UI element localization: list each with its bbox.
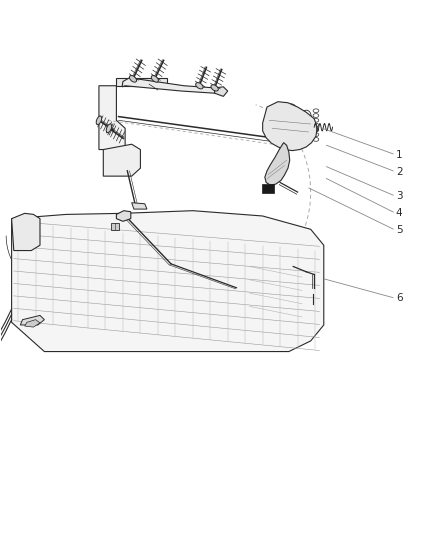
Ellipse shape bbox=[96, 116, 102, 125]
Circle shape bbox=[280, 122, 289, 133]
Ellipse shape bbox=[151, 76, 159, 82]
Polygon shape bbox=[111, 223, 119, 230]
Circle shape bbox=[285, 134, 293, 144]
Text: 5: 5 bbox=[396, 225, 403, 236]
Circle shape bbox=[288, 108, 293, 115]
Circle shape bbox=[126, 148, 129, 152]
Circle shape bbox=[304, 114, 308, 119]
Text: 1: 1 bbox=[396, 150, 403, 160]
Circle shape bbox=[115, 157, 122, 165]
Circle shape bbox=[285, 104, 297, 119]
Ellipse shape bbox=[267, 178, 276, 184]
Text: 4: 4 bbox=[396, 208, 403, 219]
Polygon shape bbox=[20, 316, 44, 325]
Circle shape bbox=[301, 110, 311, 122]
Polygon shape bbox=[99, 86, 125, 150]
Ellipse shape bbox=[129, 76, 137, 82]
Polygon shape bbox=[12, 211, 324, 352]
Text: 6: 6 bbox=[396, 293, 403, 303]
Polygon shape bbox=[262, 184, 274, 193]
Polygon shape bbox=[103, 144, 141, 176]
Circle shape bbox=[109, 120, 113, 126]
Circle shape bbox=[272, 109, 278, 116]
Polygon shape bbox=[263, 102, 317, 151]
Polygon shape bbox=[25, 320, 40, 327]
Ellipse shape bbox=[211, 85, 218, 91]
Text: 3: 3 bbox=[396, 191, 403, 201]
Polygon shape bbox=[265, 143, 290, 185]
Circle shape bbox=[107, 148, 111, 152]
Ellipse shape bbox=[106, 124, 112, 133]
Polygon shape bbox=[215, 87, 228, 96]
Circle shape bbox=[269, 106, 281, 119]
Polygon shape bbox=[117, 78, 166, 86]
Text: 2: 2 bbox=[396, 167, 403, 177]
Polygon shape bbox=[132, 203, 147, 209]
Circle shape bbox=[309, 284, 318, 294]
Polygon shape bbox=[117, 211, 131, 221]
Circle shape bbox=[295, 124, 304, 135]
Polygon shape bbox=[12, 213, 40, 251]
Ellipse shape bbox=[196, 83, 203, 89]
Circle shape bbox=[106, 132, 115, 143]
Circle shape bbox=[111, 152, 127, 171]
Circle shape bbox=[311, 302, 316, 308]
Polygon shape bbox=[122, 78, 215, 93]
